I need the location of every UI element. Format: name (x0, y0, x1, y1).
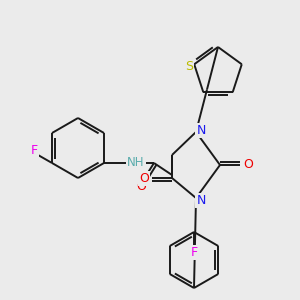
Text: O: O (136, 181, 146, 194)
Text: O: O (243, 158, 253, 172)
Text: O: O (139, 172, 149, 184)
Text: N: N (196, 124, 206, 136)
Text: NH: NH (127, 157, 145, 169)
Text: F: F (31, 145, 38, 158)
Text: N: N (196, 194, 206, 206)
Text: S: S (185, 60, 193, 73)
Text: F: F (190, 245, 198, 259)
